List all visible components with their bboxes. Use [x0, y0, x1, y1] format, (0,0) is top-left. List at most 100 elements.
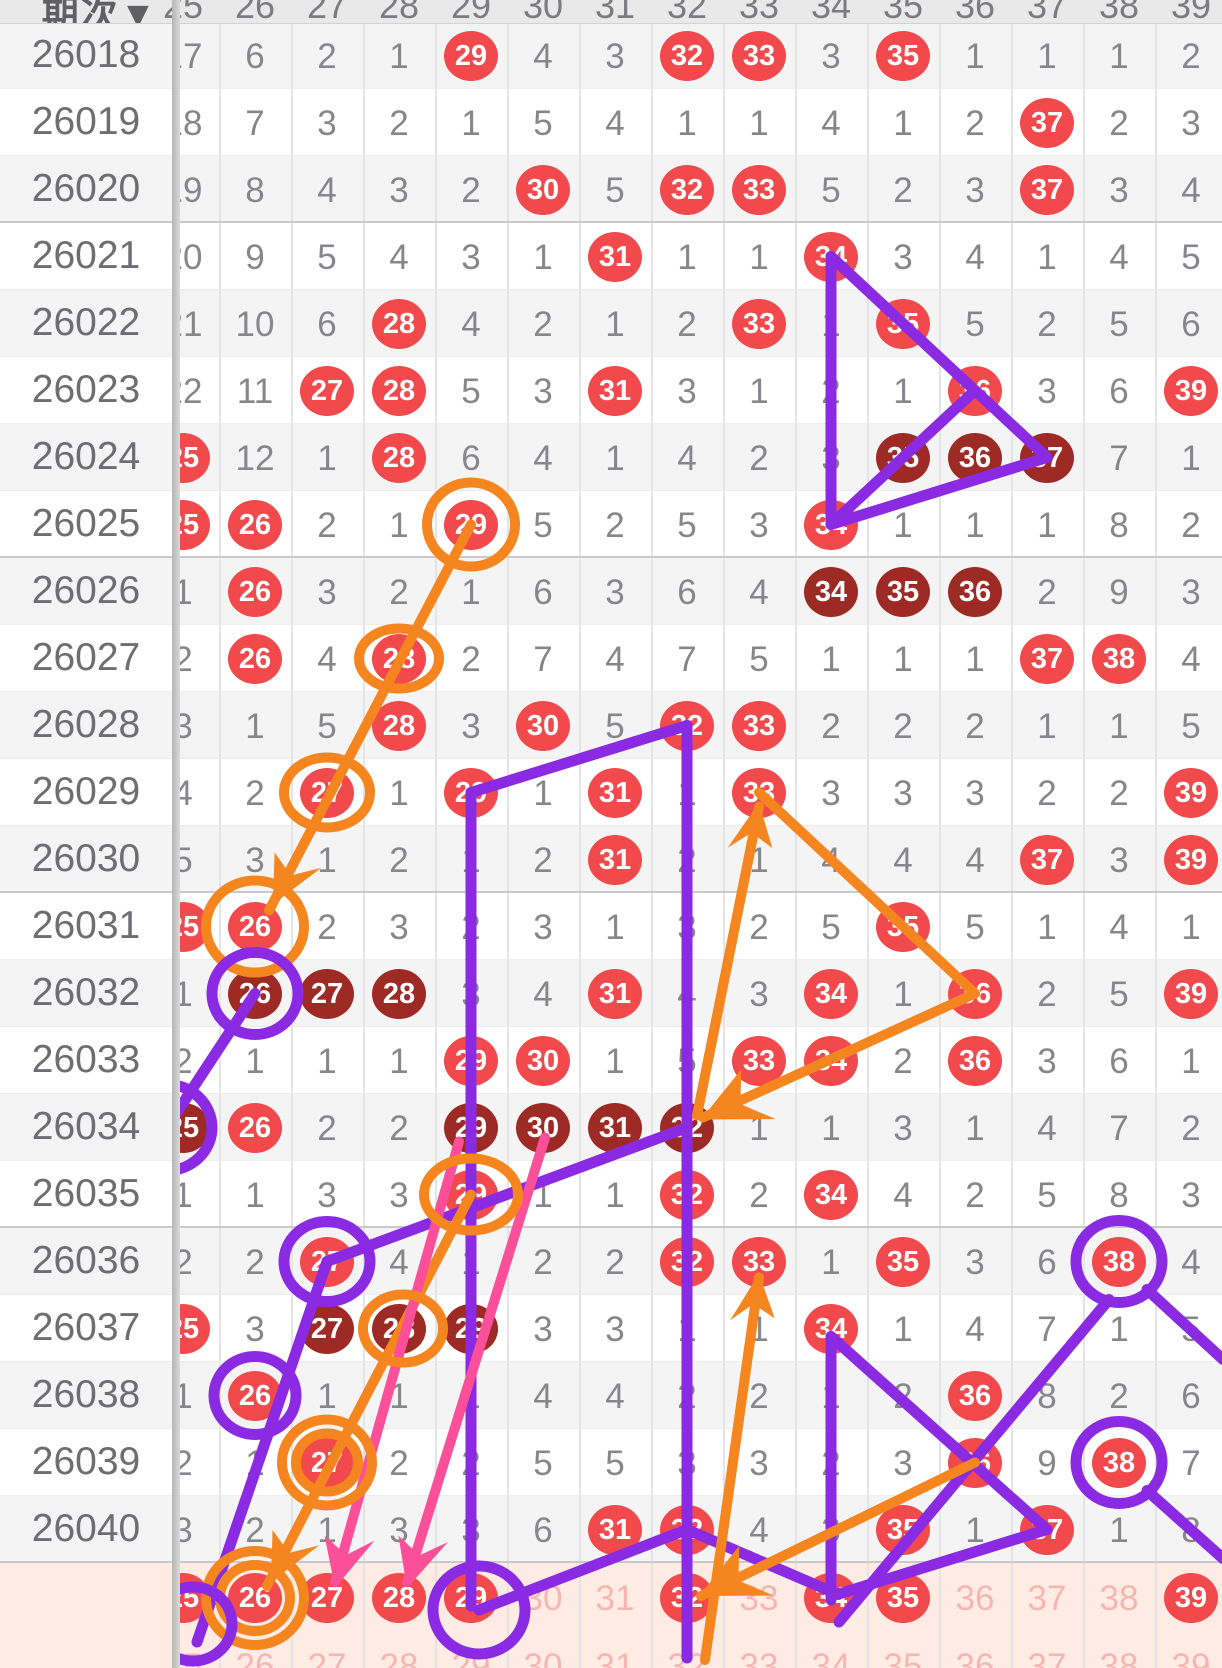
- column-header: 35: [882, 0, 924, 24]
- period-row-bg: [0, 1362, 172, 1429]
- pick-number-ball[interactable]: 26: [228, 1573, 282, 1623]
- number-ball-red: 32: [660, 30, 714, 81]
- pick-number-option[interactable]: 37: [1027, 1579, 1067, 1618]
- period-label: 26020: [31, 167, 141, 210]
- pick-number-ball[interactable]: 39: [1164, 1573, 1218, 1623]
- miss-count-cell: 3: [965, 1242, 985, 1282]
- miss-count-cell: 1: [1037, 706, 1057, 746]
- period-label: 26026: [31, 569, 141, 612]
- pick-number-option[interactable]: 39: [1171, 1647, 1211, 1668]
- pick-number-ball[interactable]: 34: [804, 1573, 858, 1623]
- miss-count-cell: 2: [605, 1242, 625, 1282]
- period-sort-header[interactable]: 期次▼: [41, 0, 159, 24]
- pick-number-option[interactable]: 35: [883, 1647, 923, 1668]
- miss-count-cell: 1: [461, 1242, 481, 1282]
- miss-count-cell: 3: [605, 36, 625, 76]
- miss-count-cell: 1: [893, 505, 913, 545]
- number-ball-red: 38: [1092, 633, 1146, 684]
- number-ball-red: 36: [948, 1035, 1002, 1086]
- number-ball-dark: 27: [300, 1303, 354, 1354]
- miss-count-cell: 1: [605, 1175, 625, 1215]
- period-row-bg: [0, 625, 172, 692]
- miss-count-cell: 1: [1109, 36, 1129, 76]
- miss-count-cell: 4: [533, 438, 553, 478]
- miss-count-cell: 7: [533, 639, 553, 679]
- period-label: 26036: [31, 1239, 141, 1282]
- miss-count-cell: 4: [749, 572, 769, 612]
- miss-count-cell: 3: [533, 371, 553, 411]
- number-ball-red: 38: [1092, 1236, 1146, 1287]
- pick-number-option[interactable]: 29: [451, 1647, 491, 1668]
- pick-number-option[interactable]: 37: [1027, 1647, 1067, 1668]
- pick-number-option[interactable]: 38: [1099, 1579, 1139, 1618]
- pick-number-option[interactable]: 31: [595, 1647, 635, 1668]
- miss-count-cell: 3: [821, 438, 841, 478]
- miss-count-cell: 3: [389, 1175, 409, 1215]
- pick-number-option[interactable]: 34: [811, 1647, 851, 1668]
- miss-count-cell: 1: [389, 36, 409, 76]
- miss-count-cell: 6: [1037, 1242, 1057, 1282]
- pick-number-option[interactable]: 30: [523, 1579, 563, 1618]
- column-header: 30: [522, 0, 564, 24]
- column-header: 37: [1026, 0, 1068, 24]
- miss-count-cell: 5: [965, 907, 985, 947]
- miss-count-cell: 7: [1109, 1108, 1129, 1148]
- miss-count-cell: 4: [965, 237, 985, 277]
- pick-number-ball[interactable]: 28: [372, 1573, 426, 1623]
- miss-count-cell: 2: [749, 1376, 769, 1416]
- pick-number-option[interactable]: 33: [739, 1647, 779, 1668]
- number-ball-red: 33: [732, 1035, 786, 1086]
- miss-count-cell: 11: [236, 371, 274, 411]
- pick-number-option[interactable]: 31: [595, 1579, 635, 1618]
- period-label: 26037: [31, 1306, 141, 1349]
- number-ball-red: 35: [876, 1236, 930, 1287]
- pick-number-ball[interactable]: 29: [444, 1573, 498, 1623]
- miss-count-cell: 2: [677, 304, 697, 344]
- period-label: 26031: [31, 904, 141, 947]
- number-ball-red: 27: [300, 365, 354, 416]
- miss-count-cell: 7: [1037, 1309, 1057, 1349]
- number-ball-dark: 35: [876, 432, 930, 483]
- pick-number-option[interactable]: 33: [739, 1579, 779, 1618]
- miss-count-cell: 1: [677, 773, 697, 813]
- period-row-bg: [0, 1295, 172, 1362]
- number-ball-red: 36: [948, 968, 1002, 1019]
- pick-number-option[interactable]: 27: [307, 1647, 347, 1668]
- period-label: 26033: [31, 1038, 141, 1081]
- pick-number-option[interactable]: 30: [523, 1647, 563, 1668]
- number-ball-red: 35: [876, 298, 930, 349]
- frozen-column-divider[interactable]: [172, 0, 180, 1668]
- pick-number-option[interactable]: 36: [955, 1579, 995, 1618]
- frozen-period-column: 26018 26019 26020 26021 26022 26023 26024 26025…: [0, 0, 172, 1668]
- miss-count-cell: 2: [965, 103, 985, 143]
- pick-number-ball[interactable]: 35: [876, 1573, 930, 1623]
- miss-count-cell: 1: [1037, 237, 1057, 277]
- column-header: 33: [738, 0, 780, 24]
- pick-number-ball[interactable]: 32: [660, 1573, 714, 1623]
- miss-count-cell: 3: [317, 572, 337, 612]
- pick-number-option[interactable]: 32: [667, 1647, 707, 1668]
- miss-count-cell: 6: [1109, 371, 1129, 411]
- miss-count-cell: 2: [893, 1041, 913, 1081]
- pick-number-option[interactable]: 38: [1099, 1647, 1139, 1668]
- pick-number-option[interactable]: 28: [379, 1647, 419, 1668]
- number-ball-red: 32: [660, 164, 714, 215]
- column-header: 39: [1170, 0, 1212, 24]
- miss-count-cell: 3: [965, 170, 985, 210]
- pick-number-option[interactable]: 26: [235, 1647, 275, 1668]
- pick-number-option[interactable]: 36: [955, 1647, 995, 1668]
- miss-count-cell: 4: [1181, 639, 1201, 679]
- number-ball-red: 29: [444, 1169, 498, 1220]
- miss-count-cell: 2: [821, 706, 841, 746]
- period-row-bg: [0, 89, 172, 156]
- miss-count-cell: 4: [893, 1175, 913, 1215]
- column-header: 29: [450, 0, 492, 24]
- number-ball-red: 31: [588, 767, 642, 818]
- period-label: 26035: [31, 1172, 141, 1215]
- miss-count-cell: 1: [245, 1443, 265, 1483]
- pick-number-ball[interactable]: 27: [300, 1573, 354, 1623]
- period-row-bg: [0, 558, 172, 625]
- miss-count-cell: 7: [245, 103, 265, 143]
- number-ball-red: 38: [1092, 1437, 1146, 1488]
